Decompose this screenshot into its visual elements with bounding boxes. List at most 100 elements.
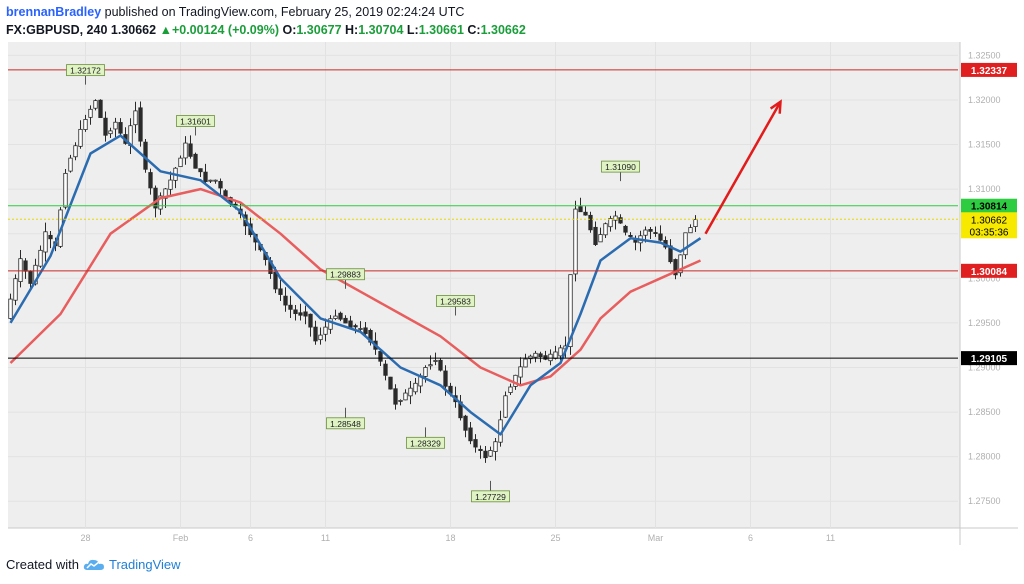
candle-body[interactable] bbox=[348, 320, 353, 328]
candle-body[interactable] bbox=[558, 347, 563, 357]
candle-body[interactable] bbox=[678, 254, 683, 274]
trend-arrow-line[interactable] bbox=[704, 101, 782, 235]
candle-body[interactable] bbox=[508, 386, 513, 393]
candle-body[interactable] bbox=[298, 312, 303, 316]
candle-body[interactable] bbox=[653, 232, 658, 234]
candle-body[interactable] bbox=[473, 439, 478, 448]
candle-body[interactable] bbox=[168, 179, 173, 190]
candle-body[interactable] bbox=[688, 227, 693, 234]
candle-body[interactable] bbox=[468, 427, 473, 442]
candle-body[interactable] bbox=[408, 387, 413, 397]
candle-body[interactable] bbox=[113, 121, 118, 130]
candle-body[interactable] bbox=[183, 142, 188, 159]
brand-link[interactable]: TradingView bbox=[108, 557, 181, 572]
candle-body[interactable] bbox=[73, 145, 78, 158]
candle-body[interactable] bbox=[108, 130, 113, 135]
candle-body[interactable] bbox=[343, 317, 348, 324]
candle-body[interactable] bbox=[38, 249, 43, 267]
candle-body[interactable] bbox=[338, 312, 343, 320]
candle-body[interactable] bbox=[313, 326, 318, 342]
candle-body[interactable] bbox=[433, 360, 438, 362]
candle-body[interactable] bbox=[303, 311, 308, 317]
candle-body[interactable] bbox=[673, 259, 678, 276]
candle-body[interactable] bbox=[98, 99, 103, 118]
candle-body[interactable] bbox=[593, 226, 598, 245]
candle-body[interactable] bbox=[683, 232, 688, 256]
candle-body[interactable] bbox=[18, 258, 23, 283]
candle-body[interactable] bbox=[278, 288, 283, 295]
candle-body[interactable] bbox=[413, 382, 418, 393]
candle-body[interactable] bbox=[483, 450, 488, 459]
candle-body[interactable] bbox=[218, 180, 223, 189]
price-annotation[interactable] bbox=[176, 115, 215, 127]
candle-body[interactable] bbox=[493, 441, 498, 452]
price-annotation[interactable] bbox=[66, 64, 105, 77]
candle-body[interactable] bbox=[463, 415, 468, 431]
candle-body[interactable] bbox=[323, 326, 328, 335]
candle-body[interactable] bbox=[318, 334, 323, 341]
candle-body[interactable] bbox=[48, 234, 53, 240]
price-annotation[interactable] bbox=[326, 417, 365, 430]
author-link[interactable]: brennanBradley bbox=[6, 5, 102, 19]
candle-body[interactable] bbox=[23, 260, 28, 272]
candle-body[interactable] bbox=[503, 395, 508, 418]
candle-body[interactable] bbox=[198, 168, 203, 173]
candle-body[interactable] bbox=[628, 234, 633, 237]
candle-body[interactable] bbox=[88, 108, 93, 118]
candle-body[interactable] bbox=[293, 309, 298, 315]
candle-body[interactable] bbox=[488, 450, 493, 457]
price-annotation[interactable] bbox=[406, 436, 445, 449]
candle-body[interactable] bbox=[513, 374, 518, 387]
candle-body[interactable] bbox=[138, 107, 143, 142]
candle-body[interactable] bbox=[273, 271, 278, 290]
candle-body[interactable] bbox=[393, 388, 398, 405]
price-annotation[interactable] bbox=[601, 160, 640, 173]
candle-body[interactable] bbox=[93, 100, 98, 109]
candle-body[interactable] bbox=[288, 304, 293, 310]
price-annotation[interactable] bbox=[326, 268, 365, 281]
candle-body[interactable] bbox=[648, 229, 653, 232]
price-annotation[interactable] bbox=[471, 490, 510, 503]
candle-body[interactable] bbox=[363, 327, 368, 334]
candle-body[interactable] bbox=[333, 315, 338, 319]
candle-body[interactable] bbox=[13, 278, 18, 301]
candle-body[interactable] bbox=[538, 353, 543, 358]
candle-body[interactable] bbox=[613, 215, 618, 221]
candle-body[interactable] bbox=[608, 218, 613, 228]
candle-body[interactable] bbox=[33, 264, 38, 285]
candle-body[interactable] bbox=[598, 234, 603, 243]
candle-body[interactable] bbox=[443, 370, 448, 387]
candle-body[interactable] bbox=[528, 355, 533, 360]
candle-body[interactable] bbox=[133, 110, 138, 126]
candle-body[interactable] bbox=[603, 223, 608, 236]
candle-body[interactable] bbox=[153, 187, 158, 209]
candle-body[interactable] bbox=[83, 119, 88, 130]
candle-body[interactable] bbox=[193, 153, 198, 169]
candle-body[interactable] bbox=[388, 376, 393, 390]
candle-body[interactable] bbox=[658, 233, 663, 241]
price-scale[interactable] bbox=[960, 42, 1018, 528]
candle-body[interactable] bbox=[618, 217, 623, 224]
candle-body[interactable] bbox=[353, 325, 358, 328]
candle-body[interactable] bbox=[553, 351, 558, 359]
candle-body[interactable] bbox=[588, 214, 593, 231]
candle-body[interactable] bbox=[68, 157, 73, 172]
candle-body[interactable] bbox=[383, 363, 388, 376]
candle-body[interactable] bbox=[78, 128, 83, 147]
candle-body[interactable] bbox=[543, 355, 548, 360]
candle-body[interactable] bbox=[438, 359, 443, 371]
candle-body[interactable] bbox=[568, 274, 573, 348]
candle-body[interactable] bbox=[203, 171, 208, 183]
candle-body[interactable] bbox=[158, 195, 163, 210]
candle-body[interactable] bbox=[693, 219, 698, 228]
candle-body[interactable] bbox=[378, 351, 383, 362]
candle-body[interactable] bbox=[358, 328, 363, 330]
candle-body[interactable] bbox=[63, 172, 68, 208]
candle-body[interactable] bbox=[8, 298, 13, 319]
candle-body[interactable] bbox=[518, 366, 523, 378]
candle-body[interactable] bbox=[188, 143, 193, 157]
candle-body[interactable] bbox=[583, 211, 588, 216]
candle-body[interactable] bbox=[148, 172, 153, 189]
candle-body[interactable] bbox=[118, 122, 123, 134]
